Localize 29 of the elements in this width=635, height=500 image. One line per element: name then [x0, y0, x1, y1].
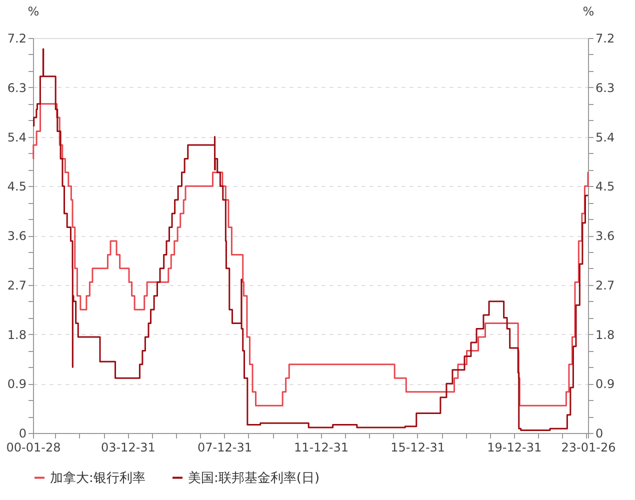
- x-tick-label: 19-12-31: [487, 440, 542, 454]
- x-tick-label: 11-12-31: [294, 440, 349, 454]
- y2-tick-label: 5.4: [596, 130, 615, 144]
- x-tick-label: 15-12-31: [390, 440, 446, 454]
- y-tick-label: 0: [18, 426, 26, 440]
- y2-tick-label: 0: [596, 426, 604, 440]
- y2-tick-label: 6.3: [596, 80, 615, 95]
- y-tick-label: 5.4: [7, 130, 26, 144]
- y2-tick-label: 0.9: [596, 377, 615, 392]
- legend-label: 加拿大:银行利率: [50, 470, 146, 486]
- y2-tick-label: 4.5: [596, 180, 615, 194]
- y2-tick-label: 1.8: [596, 328, 615, 342]
- x-tick-label: 23-01-26: [561, 440, 616, 454]
- y-tick-label: 2.7: [7, 278, 26, 292]
- y-tick-label: 4.5: [7, 180, 26, 194]
- y-tick-label: 6.3: [7, 80, 26, 95]
- y2-axis-title: %: [582, 4, 594, 18]
- y-tick-label: 0.9: [7, 377, 26, 392]
- x-tick-label: 03-12-31: [100, 440, 156, 454]
- y-tick-label: 3.6: [7, 229, 26, 243]
- y-tick-label: 7.2: [7, 32, 26, 46]
- y2-tick-label: 2.7: [596, 278, 615, 292]
- legend-label: 美国:联邦基金利率(日): [188, 470, 320, 486]
- y2-tick-label: 3.6: [596, 229, 615, 243]
- x-tick-label: 07-12-31: [198, 440, 252, 454]
- x-tick-label: 00-01-28: [6, 440, 61, 454]
- y-axis-title: %: [28, 4, 40, 18]
- y2-tick-label: 7.2: [596, 32, 615, 46]
- y-tick-label: 1.8: [7, 328, 26, 342]
